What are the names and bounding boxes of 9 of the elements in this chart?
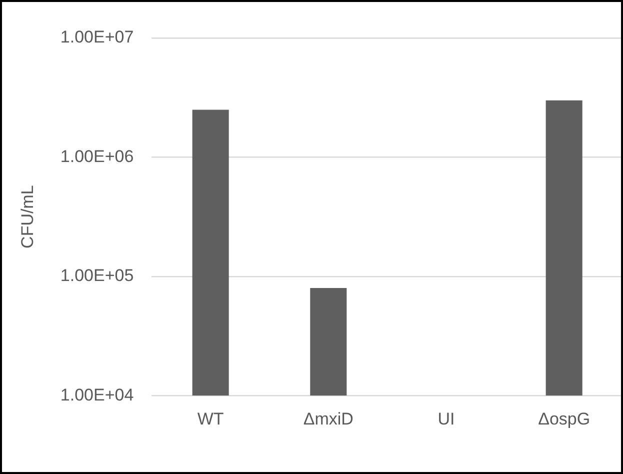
y-tick-label: 1.00E+06 — [60, 146, 134, 166]
y-tick-label: 1.00E+07 — [60, 28, 134, 47]
x-tick-label: ΔospG — [538, 409, 590, 428]
y-tick-label: 1.00E+05 — [60, 266, 134, 286]
x-tick-label: UI — [438, 409, 455, 428]
y-tick-label: 1.00E+04 — [60, 385, 134, 404]
x-tick-label: WT — [197, 409, 224, 428]
x-tick-label: ΔmxiD — [303, 409, 354, 428]
y-axis-title: CFU/mL — [18, 185, 37, 248]
